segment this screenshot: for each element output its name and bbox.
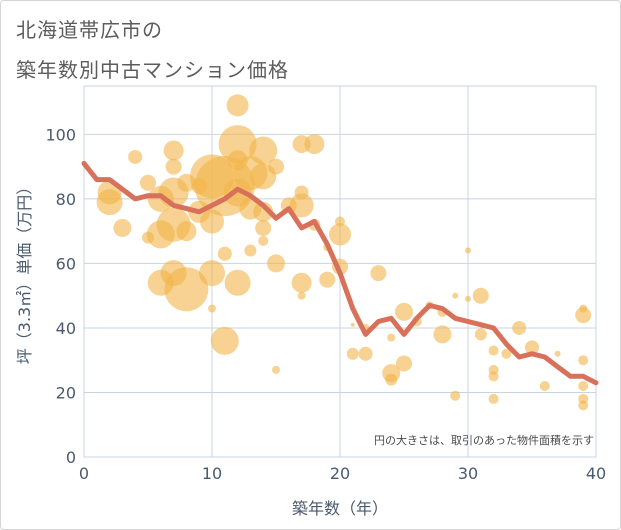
bubble-point bbox=[258, 235, 269, 246]
bubble-point bbox=[350, 322, 355, 327]
bubble-point bbox=[452, 292, 459, 299]
bubble-point bbox=[525, 340, 539, 355]
bubble-point bbox=[578, 400, 589, 411]
chart-title-line1: 北海道帯広市の bbox=[16, 18, 163, 42]
trend-line bbox=[81, 160, 599, 386]
y-tick-label: 40 bbox=[56, 319, 76, 338]
bubble-point bbox=[272, 365, 280, 374]
y-tick-label: 80 bbox=[56, 190, 76, 209]
bubble-point bbox=[140, 174, 156, 191]
bubble-point bbox=[268, 158, 284, 175]
bubble-point bbox=[291, 272, 312, 293]
bubble-point bbox=[319, 271, 336, 288]
bubble-point bbox=[501, 348, 512, 359]
bubble-point bbox=[113, 218, 132, 237]
y-tick-label: 0 bbox=[66, 448, 76, 467]
x-tick-label: 30 bbox=[458, 464, 478, 483]
bubble-point bbox=[396, 355, 412, 372]
y-tick-labels: 0 20 40 60 80 100 bbox=[45, 125, 76, 467]
bubble-point bbox=[267, 254, 285, 273]
bubble-point bbox=[488, 393, 499, 404]
bubble-point bbox=[433, 325, 452, 344]
bubble-point bbox=[329, 223, 351, 246]
bubble-point bbox=[297, 291, 306, 300]
bubble-point bbox=[253, 201, 274, 222]
bubble-point bbox=[208, 304, 216, 313]
bubble-point bbox=[200, 209, 224, 234]
bubble-point bbox=[224, 269, 251, 296]
bubble-point bbox=[554, 350, 561, 357]
bubble-point bbox=[218, 125, 257, 164]
bubble-point bbox=[578, 381, 589, 392]
bubble-point bbox=[387, 333, 396, 342]
bubble-point bbox=[244, 244, 257, 257]
x-tick-label: 20 bbox=[330, 464, 350, 483]
x-tick-label: 0 bbox=[79, 464, 89, 483]
bubble-point bbox=[488, 371, 499, 382]
bubble-point bbox=[472, 287, 489, 304]
x-tick-label: 10 bbox=[202, 464, 222, 483]
bubble-series bbox=[96, 94, 592, 411]
bubble-point bbox=[255, 219, 272, 236]
x-axis-label: 築年数（年） bbox=[292, 499, 388, 518]
chart-title-line2: 築年数別中古マンション価格 bbox=[16, 58, 289, 82]
bubble-point bbox=[304, 134, 325, 155]
bubble-point bbox=[163, 140, 184, 161]
bubble-point bbox=[539, 381, 550, 392]
bubble-point bbox=[395, 302, 413, 321]
bubble-point bbox=[346, 347, 359, 360]
bubble-point bbox=[474, 328, 487, 341]
bubble-point bbox=[226, 94, 249, 117]
bubble-size-note: 円の大きさは、取引のあった物件面積を示す bbox=[374, 433, 594, 447]
bubble-point bbox=[512, 320, 527, 335]
bubble-point bbox=[578, 355, 589, 366]
bubble-point bbox=[465, 247, 471, 254]
bubble-point bbox=[488, 345, 499, 356]
bubble-point bbox=[128, 149, 143, 164]
bubble-point bbox=[249, 136, 278, 165]
bubble-point bbox=[385, 373, 398, 386]
bubble-point bbox=[165, 158, 182, 175]
y-tick-label: 60 bbox=[56, 254, 76, 273]
bubble-point bbox=[450, 390, 461, 401]
bubble-point bbox=[210, 326, 239, 355]
bubble-point bbox=[96, 189, 123, 216]
y-tick-label: 20 bbox=[56, 383, 76, 402]
bubble-point bbox=[289, 193, 314, 218]
y-axis-label: 坪（3.3㎡）単価（万円） bbox=[15, 179, 34, 364]
bubble-point bbox=[465, 295, 471, 302]
bubble-point bbox=[176, 221, 197, 242]
bubble-point bbox=[164, 267, 209, 312]
x-tick-label: 40 bbox=[586, 464, 606, 483]
y-tick-label: 100 bbox=[45, 125, 76, 144]
bubble-point bbox=[199, 260, 225, 287]
bubble-point bbox=[217, 246, 232, 261]
bubble-point bbox=[575, 307, 592, 324]
bubble-point bbox=[358, 346, 373, 361]
bubble-point bbox=[370, 265, 387, 282]
x-tick-labels: 0 10 20 30 40 bbox=[79, 464, 606, 483]
